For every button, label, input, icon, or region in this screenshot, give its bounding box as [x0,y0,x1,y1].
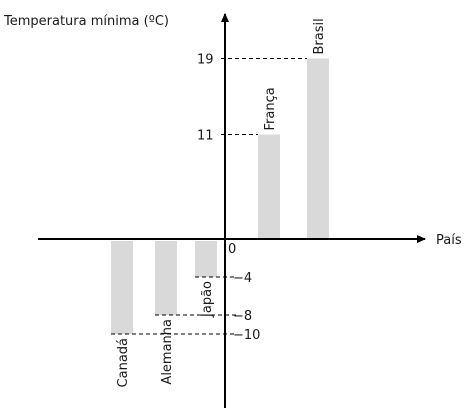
tick-label-19: 19 [197,53,214,68]
x-axis-label: País [436,233,462,248]
category-label-brasil: Brasil [312,18,327,54]
bar-brasil [307,58,329,239]
tick-labels-layer: 19 11 −4 −8 −10 [197,53,260,344]
tick-label-11: 11 [197,129,214,144]
bar-canadá [111,241,133,334]
category-label-frança: França [263,87,278,130]
y-axis-label: Temperatura mínima (ºC) [3,14,169,29]
bar-alemanha [155,241,177,315]
bars-layer [111,58,329,334]
origin-label: 0 [228,242,236,257]
bar-japão [195,241,217,277]
category-label-japão: Japão [200,281,215,318]
tick-label-minus-4: −4 [233,271,252,286]
guide-lines-layer [111,58,307,335]
category-label-canadá: Canadá [116,338,131,387]
category-labels-layer: Canadá Alemanha Japão França Brasil [116,18,327,387]
category-label-alemanha: Alemanha [160,319,175,385]
tick-label-minus-10: −10 [233,328,260,343]
bar-frança [258,134,280,239]
tick-label-minus-8: −8 [233,309,252,324]
